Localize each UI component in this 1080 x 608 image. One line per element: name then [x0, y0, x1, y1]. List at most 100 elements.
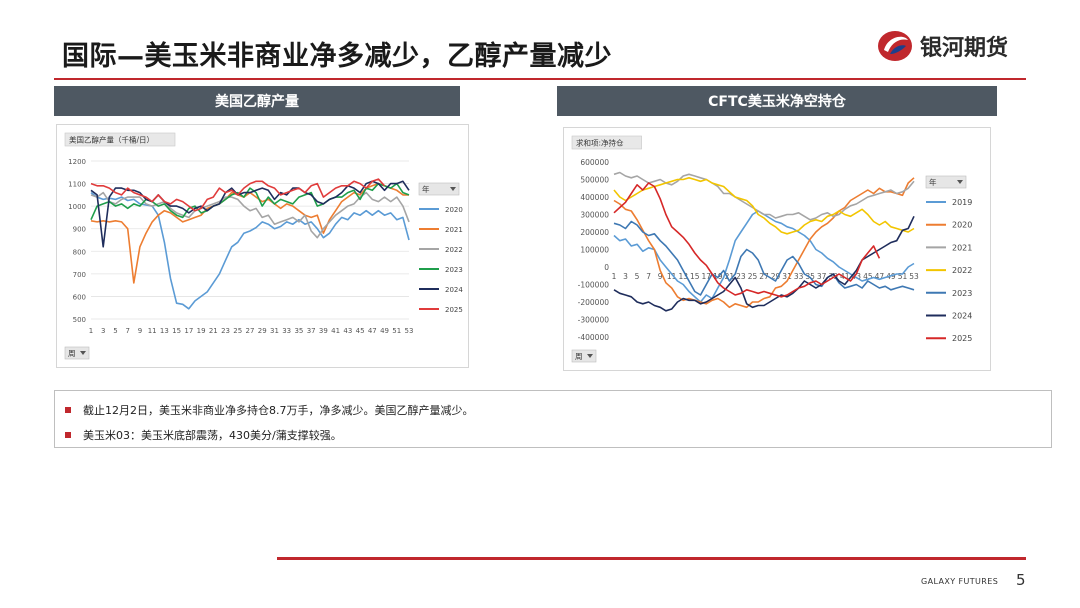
year-filter-button	[418, 182, 460, 196]
year-filter-button-label: 年	[422, 184, 430, 194]
right-panel-header: CFTC美玉米净空持仓	[557, 86, 997, 116]
x-tick-label: 1	[89, 327, 93, 335]
week-filter-button-label: 周	[68, 349, 76, 358]
brand-logo: 银河期货	[876, 28, 1008, 64]
y-tick-label: 600000	[580, 158, 609, 167]
x-tick-label: 35	[805, 272, 815, 281]
week-filter-button-dropdown-icon	[587, 354, 593, 358]
week-filter-button-dropdown-icon	[80, 351, 86, 355]
x-tick-label: 7	[646, 272, 651, 281]
y-tick-label: 400000	[580, 193, 609, 202]
ethanol-chart: 美国乙醇产量（千桶/日） 500 600 700 800 900 1000 1100 1200 1…	[56, 124, 469, 368]
x-tick-label: 35	[294, 327, 303, 335]
x-tick-label: 27	[246, 327, 255, 335]
series-line-2023	[90, 182, 410, 221]
notes-box: 截止12月2日，美玉米非商业净多持仓8.7万手，净多减少。美国乙醇产量减少。 美…	[54, 390, 1052, 448]
x-tick-label: 47	[875, 272, 885, 281]
y-tick-label: 600	[73, 293, 86, 301]
x-tick-label: 21	[725, 272, 735, 281]
x-tick-label: 21	[209, 327, 218, 335]
year-filter-button-dropdown-icon	[450, 187, 456, 191]
x-tick-label: 3	[623, 272, 628, 281]
cftc-chart: 求和项:净持仓 -400000 -300000 -200000 -100000 0 1000…	[563, 127, 991, 371]
x-tick-label: 31	[782, 272, 792, 281]
chart-title: 美国乙醇产量（千桶/日）	[69, 135, 154, 145]
y-tick-label: 1100	[68, 181, 86, 189]
x-tick-label: 25	[748, 272, 758, 281]
y-tick-label: 1200	[68, 158, 86, 166]
x-tick-label: 7	[125, 327, 129, 335]
y-tick-label: -300000	[578, 316, 610, 325]
x-tick-label: 15	[172, 327, 181, 335]
x-tick-label: 29	[771, 272, 781, 281]
legend-label-2020: 2020	[952, 221, 972, 230]
x-tick-label: 5	[635, 272, 640, 281]
x-tick-label: 25	[233, 327, 242, 335]
x-tick-label: 43	[852, 272, 862, 281]
week-filter-button	[64, 346, 90, 360]
series-line-2023	[613, 220, 915, 296]
x-tick-label: 45	[356, 327, 365, 335]
y-tick-label: 500	[73, 316, 86, 324]
y-tick-label: 300000	[580, 211, 609, 220]
x-tick-label: 9	[138, 327, 142, 335]
week-filter-button-label: 周	[575, 352, 583, 361]
x-tick-label: 9	[658, 272, 663, 281]
x-tick-label: 41	[840, 272, 850, 281]
x-tick-label: 23	[736, 272, 746, 281]
x-tick-label: 19	[197, 327, 206, 335]
x-tick-label: 23	[221, 327, 230, 335]
x-tick-label: 1	[612, 272, 617, 281]
year-filter-button-label: 年	[929, 177, 937, 187]
y-tick-label: 700	[73, 271, 86, 279]
legend-label-2021: 2021	[952, 243, 972, 252]
chart-title-box	[571, 135, 642, 150]
x-tick-label: 13	[678, 272, 688, 281]
legend-label-2020: 2020	[445, 206, 463, 214]
title-divider	[54, 78, 1026, 80]
x-tick-label: 17	[184, 327, 193, 335]
page-number: 5	[1016, 571, 1026, 589]
x-tick-label: 11	[667, 272, 677, 281]
week-filter-button	[571, 349, 597, 363]
x-tick-label: 39	[319, 327, 328, 335]
legend-label-2024: 2024	[952, 312, 972, 321]
x-tick-label: 45	[863, 272, 873, 281]
legend-label-2023: 2023	[445, 266, 463, 274]
legend-label-2025: 2025	[445, 306, 463, 314]
note-item: 美玉米03：美玉米底部震荡，430美分/蒲支撑较强。	[65, 427, 342, 443]
x-tick-label: 49	[380, 327, 389, 335]
note-text: 截止12月2日，美玉米非商业净多持仓8.7万手，净多减少。美国乙醇产量减少。	[83, 404, 474, 417]
bullet-square-icon	[65, 407, 71, 413]
galaxy-logo-icon	[878, 31, 912, 61]
x-tick-label: 33	[794, 272, 804, 281]
chart-title: 求和项:净持仓	[576, 138, 624, 148]
series-line-2020	[613, 177, 915, 309]
x-tick-label: 43	[343, 327, 352, 335]
series-line-2020	[90, 191, 410, 310]
x-tick-label: 37	[307, 327, 316, 335]
series-line-2025	[613, 182, 881, 298]
legend-label-2022: 2022	[445, 246, 463, 254]
brand-name: 银河期货	[920, 36, 1009, 61]
x-tick-label: 41	[331, 327, 340, 335]
legend-label-2019: 2019	[952, 198, 972, 207]
note-text: 美玉米03：美玉米底部震荡，430美分/蒲支撑较强。	[83, 429, 342, 442]
page-title: 国际—美玉米非商业净多减少，乙醇产量减少	[62, 41, 612, 72]
legend-label-2024: 2024	[445, 286, 463, 294]
x-tick-label: 37	[817, 272, 827, 281]
y-tick-label: 500000	[580, 176, 609, 185]
x-tick-label: 27	[759, 272, 769, 281]
x-tick-label: 51	[898, 272, 908, 281]
x-tick-label: 47	[368, 327, 377, 335]
series-line-2025	[90, 178, 386, 212]
x-tick-label: 53	[405, 327, 414, 335]
year-filter-button-dropdown-icon	[957, 180, 963, 184]
x-tick-label: 51	[392, 327, 401, 335]
cftc-chart-svg: 求和项:净持仓 -400000 -300000 -200000 -100000 0 1000…	[571, 135, 972, 363]
x-tick-label: 13	[160, 327, 169, 335]
x-tick-label: 15	[690, 272, 700, 281]
ethanol-chart-svg: 美国乙醇产量（千桶/日） 500 600 700 800 900 1000 1100 1200 1…	[64, 132, 463, 360]
bullet-square-icon	[65, 432, 71, 438]
x-tick-label: 17	[702, 272, 712, 281]
